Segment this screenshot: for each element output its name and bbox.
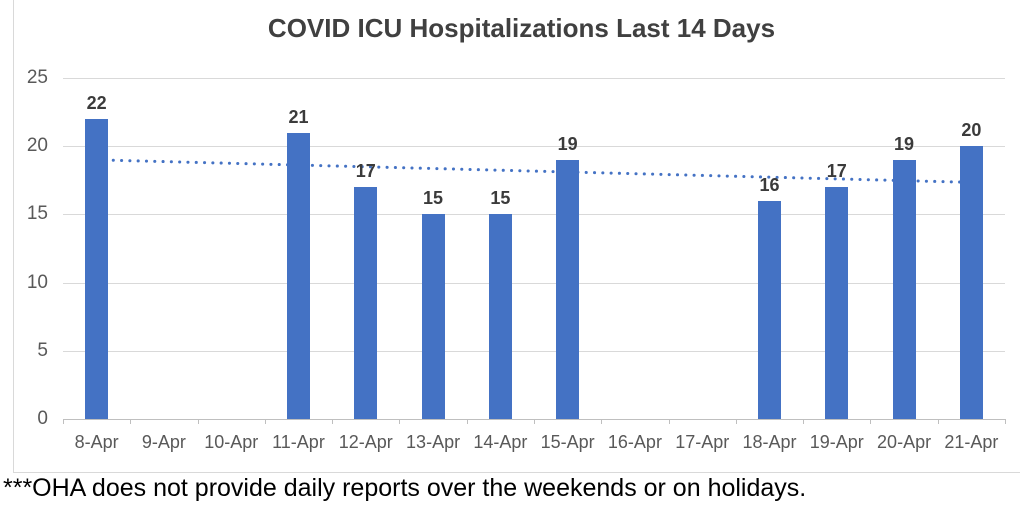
bar-15-Apr (556, 159, 580, 419)
x-axis-tick (63, 419, 64, 424)
y-axis-label-0: 0 (37, 408, 48, 429)
data-label-21-Apr: 20 (961, 120, 982, 141)
gridline-5 (63, 350, 1005, 352)
x-axis-label-13-Apr: 13-Apr (406, 432, 461, 452)
data-label-14-Apr: 15 (490, 188, 511, 209)
gridline-25 (63, 78, 1005, 79)
gridline-15 (63, 214, 1005, 216)
x-axis-tick (466, 419, 468, 424)
x-axis-tick (668, 419, 670, 424)
x-axis-label-19-Apr: 19-Apr (809, 432, 864, 452)
data-label-19-Apr: 17 (826, 161, 847, 182)
x-axis-tick (399, 419, 401, 424)
x-axis-tick (264, 419, 266, 424)
x-axis-label-8-Apr: 8-Apr (74, 432, 119, 452)
x-axis-label-17-Apr: 17-Apr (675, 432, 730, 452)
bar-14-Apr (488, 214, 512, 419)
x-axis-label-11-Apr: 11-Apr (272, 432, 325, 452)
bar-21-Apr (959, 146, 983, 419)
data-label-15-Apr: 19 (557, 133, 578, 154)
data-label-12-Apr: 17 (355, 161, 376, 182)
gridline-10 (63, 282, 1005, 284)
bar-20-Apr (892, 159, 916, 419)
data-label-11-Apr: 21 (288, 106, 309, 127)
y-axis-label-25: 25 (26, 67, 48, 88)
data-label-18-Apr: 16 (759, 174, 780, 195)
y-axis-label-10: 10 (26, 271, 48, 293)
chart-frame-bottom-border (13, 472, 1020, 473)
x-axis-tick (332, 419, 334, 424)
x-axis-label-20-Apr: 20-Apr (877, 432, 932, 452)
bar-11-Apr (287, 132, 310, 419)
bar-8-Apr (85, 118, 109, 419)
x-axis-label-15-Apr: 15-Apr (540, 432, 595, 452)
chart-title: COVID ICU Hospitalizations Last 14 Days (267, 13, 776, 43)
y-axis-label-15: 15 (26, 203, 48, 225)
data-label-8-Apr: 22 (86, 92, 107, 113)
x-axis-tick (534, 419, 535, 424)
y-axis-label-20: 20 (26, 135, 48, 157)
x-axis-label-12-Apr: 12-Apr (338, 432, 393, 452)
chart-frame-left-border (13, 0, 14, 472)
x-axis-label-14-Apr: 14-Apr (473, 432, 528, 452)
x-axis-label-18-Apr: 18-Apr (742, 432, 797, 452)
footnote: ***OHA does not provide daily reports ov… (3, 474, 807, 502)
x-axis-tick (601, 419, 603, 424)
x-axis-tick (1005, 419, 1006, 424)
x-axis-label-21-Apr: 21-Apr (944, 432, 999, 452)
x-axis-tick (803, 419, 805, 424)
gridline-20 (63, 146, 1005, 148)
data-label-13-Apr: 15 (423, 188, 444, 209)
x-axis-label-9-Apr: 9-Apr (141, 432, 186, 452)
x-axis-tick (197, 419, 199, 424)
x-axis-tick (937, 419, 939, 424)
bar-18-Apr (758, 200, 781, 419)
x-axis-tick (130, 419, 132, 424)
x-axis-label-10-Apr: 10-Apr (204, 432, 259, 452)
data-label-20-Apr: 19 (894, 133, 915, 154)
bar-13-Apr (421, 214, 445, 419)
x-axis-tick (735, 419, 737, 424)
bar-12-Apr (354, 187, 378, 419)
y-axis-label-5: 5 (37, 339, 48, 361)
x-axis-tick (870, 419, 872, 424)
bar-19-Apr (825, 187, 849, 419)
x-axis-label-16-Apr: 16-Apr (607, 432, 662, 452)
